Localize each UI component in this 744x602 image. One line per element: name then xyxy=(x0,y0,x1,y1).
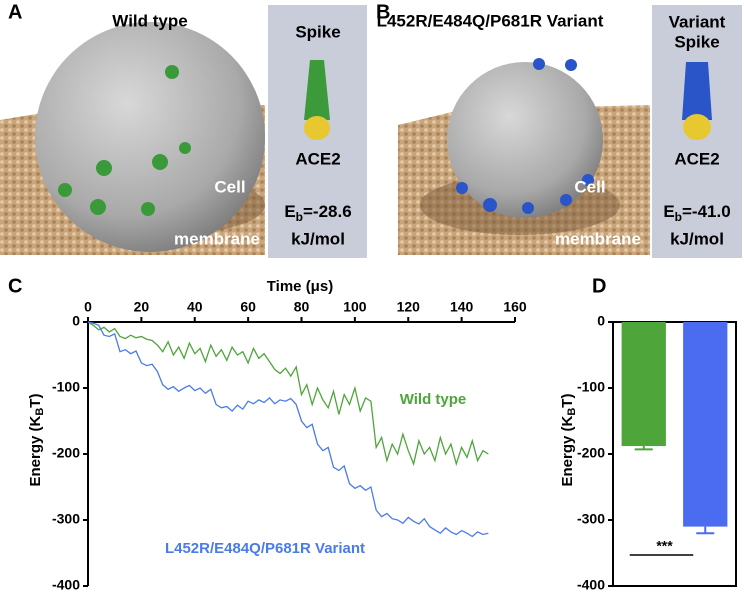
y-tick-label: -300 xyxy=(52,511,80,527)
series-line xyxy=(87,321,489,538)
y-tick-label: -400 xyxy=(52,577,80,593)
ace2-structure xyxy=(683,114,711,140)
sphere xyxy=(35,22,265,252)
panel-letter: B xyxy=(376,1,390,23)
y-tick-label: -200 xyxy=(577,445,605,461)
membrane-label: Cell xyxy=(574,177,605,196)
y-tick-label: -100 xyxy=(577,379,605,395)
spike-structure xyxy=(682,62,712,120)
y-tick-label: -200 xyxy=(52,445,80,461)
side-title: Variant xyxy=(669,12,726,31)
panel-letter: C xyxy=(8,275,22,297)
receptor-label: ACE2 xyxy=(295,149,340,168)
y-tick-label: 0 xyxy=(597,313,605,329)
bar xyxy=(621,322,666,447)
y-tick-label: -400 xyxy=(577,577,605,593)
panel-title: L452R/E484Q/P681R Variant xyxy=(377,11,604,30)
x-tick-label: 20 xyxy=(134,299,150,315)
spike-structure xyxy=(304,60,330,120)
sphere xyxy=(447,62,603,218)
side-title: Spike xyxy=(674,32,719,51)
membrane-label: membrane xyxy=(174,229,260,248)
x-tick-label: 40 xyxy=(187,299,203,315)
panel-a: A Wild type Cell membrane Spike ACE2 Eb=… xyxy=(0,1,367,258)
energy-unit: kJ/mol xyxy=(670,229,724,248)
x-tick-label: 60 xyxy=(240,299,256,315)
x-tick-label: 160 xyxy=(503,299,527,315)
spikes xyxy=(58,65,191,216)
x-tick-label: 140 xyxy=(450,299,474,315)
series-line xyxy=(87,321,489,467)
y-tick-label: 0 xyxy=(72,313,80,329)
series-label: Wild type xyxy=(400,391,467,408)
panel-letter: D xyxy=(592,275,606,297)
side-title: Spike xyxy=(295,22,340,41)
y-tick-label: -300 xyxy=(577,511,605,527)
panel-title: Wild type xyxy=(112,11,187,30)
energy-label: Eb=-41.0 xyxy=(663,202,730,224)
membrane-label: Cell xyxy=(214,177,245,196)
y-axis-label: Energy (KBT) xyxy=(27,394,46,487)
panel-letter: A xyxy=(8,1,22,23)
series-label: L452R/E484Q/P681R Variant xyxy=(165,540,365,557)
x-tick-label: 80 xyxy=(294,299,310,315)
membrane-label: membrane xyxy=(555,229,641,248)
energy-unit: kJ/mol xyxy=(291,229,345,248)
x-tick-label: 100 xyxy=(343,299,367,315)
spikes xyxy=(456,58,594,214)
energy-label: Eb=-28.6 xyxy=(284,202,351,224)
panel-b: B L452R/E484Q/P681R Variant Cell membran… xyxy=(376,1,742,258)
ace2-structure xyxy=(304,116,330,140)
receptor-label: ACE2 xyxy=(674,149,719,168)
bar xyxy=(683,322,728,527)
y-tick-label: -100 xyxy=(52,379,80,395)
significance-label: *** xyxy=(656,538,673,554)
x-tick-label: 0 xyxy=(84,299,92,315)
x-axis-label: Time (μs) xyxy=(267,278,333,295)
y-axis-label: Energy (KBT) xyxy=(559,394,578,487)
x-tick-label: 120 xyxy=(397,299,421,315)
